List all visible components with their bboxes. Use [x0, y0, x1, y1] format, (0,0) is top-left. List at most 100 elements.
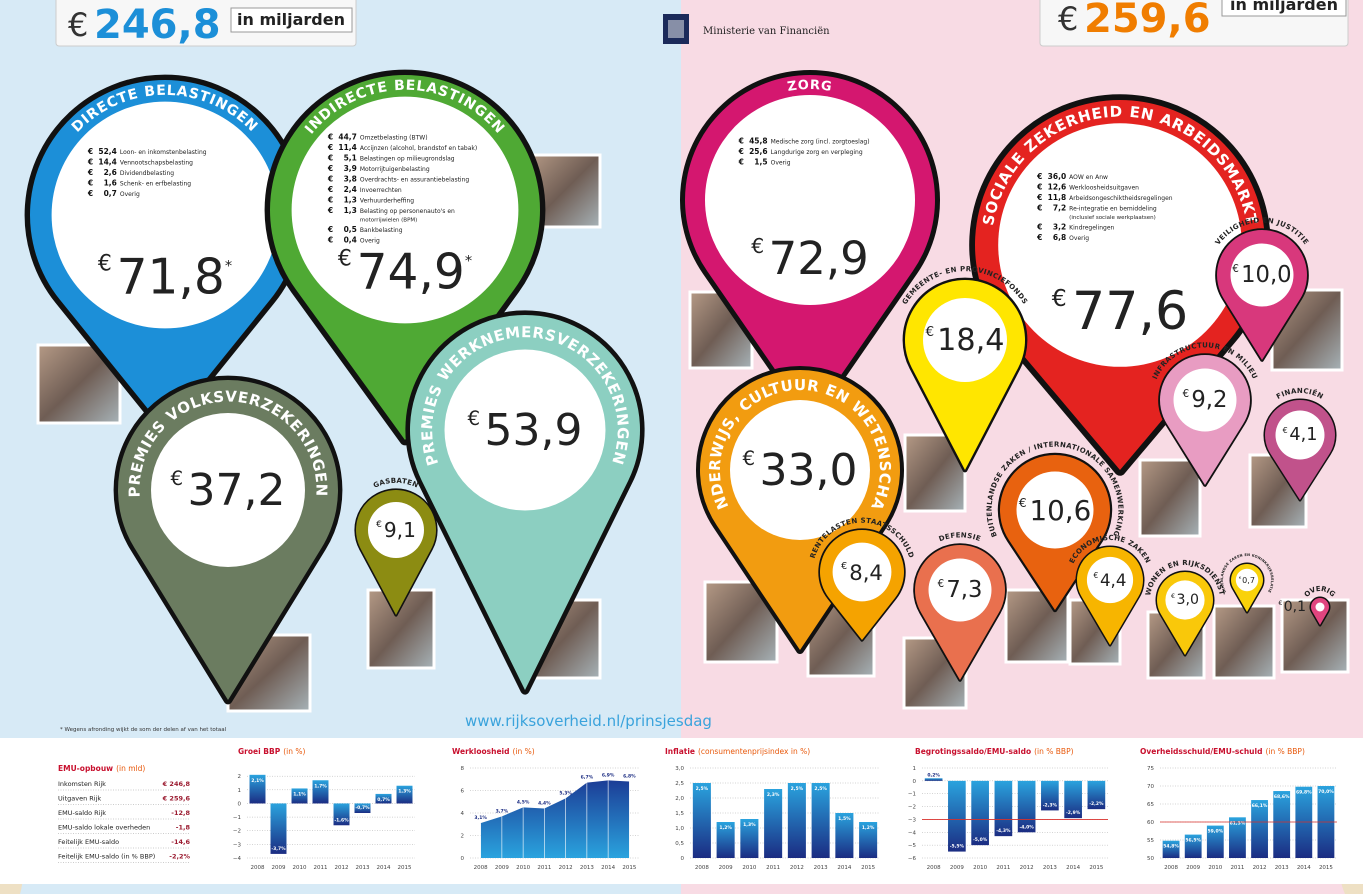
value-label: -3,7%	[271, 846, 286, 852]
item-currency: €	[327, 185, 333, 194]
value-label: 54,8%	[1163, 844, 1179, 850]
income-total: 246,8	[94, 2, 221, 48]
item-amount: 44,7	[338, 133, 357, 142]
value-label: 66,1%	[1252, 803, 1268, 809]
value-label: -5,0%	[973, 837, 988, 843]
item-detail: (inclusief sociale werkplaatsen)	[1069, 215, 1156, 221]
item-currency: €	[87, 157, 93, 166]
value-label: 0,2%	[927, 772, 940, 778]
y-tick-label: −4	[908, 830, 917, 836]
emu-row-value: -12,8	[171, 809, 190, 817]
y-tick-label: 0	[681, 856, 685, 862]
footnote: * Wegens afronding wijkt de som der dele…	[60, 727, 227, 733]
item-currency: €	[738, 147, 744, 156]
item-amount: 45,8	[749, 136, 768, 145]
pin-value: €0,7	[1239, 576, 1255, 585]
item-amount: 3,8	[344, 175, 357, 184]
item-currency: €	[327, 236, 333, 245]
value-label: 70,0%	[1318, 789, 1334, 795]
x-tick-label: 2008	[474, 865, 488, 871]
currency: €	[1052, 284, 1067, 312]
y-tick-label: 65	[1147, 802, 1154, 808]
y-tick-label: 50	[1147, 856, 1154, 862]
item-amount: 1,3	[344, 206, 357, 215]
value-label: -0,7%	[355, 805, 370, 811]
currency: €	[1278, 600, 1282, 607]
item-amount: 1,6	[104, 178, 117, 187]
x-tick-label: 2013	[580, 865, 594, 871]
item-amount: 2,4	[344, 185, 357, 194]
value-label: 1,2%	[862, 825, 875, 831]
pin-amount: 10,0	[1241, 262, 1291, 288]
url[interactable]: www.rijksoverheid.nl/prinsjesdag	[465, 712, 712, 730]
item-amount: 7,2	[1053, 204, 1066, 213]
y-tick-label: −4	[233, 856, 242, 862]
x-tick-label: 2010	[973, 865, 987, 871]
item-currency: €	[738, 157, 744, 166]
currency: €	[1094, 571, 1099, 580]
x-tick-label: 2010	[293, 865, 307, 871]
x-tick-label: 2010	[742, 865, 756, 871]
y-tick-label: 70	[1147, 784, 1154, 790]
value-label: 6,7%	[581, 775, 594, 781]
x-tick-label: 2011	[537, 865, 551, 871]
expense-total: 259,6	[1084, 0, 1211, 42]
item-amount: 0,7	[104, 189, 117, 198]
value-label: 0,7%	[377, 797, 390, 803]
item-currency: €	[1036, 204, 1042, 213]
y-tick-label: 1	[238, 788, 242, 794]
bar	[812, 783, 830, 858]
pin-value: €72,9	[751, 231, 869, 284]
value-label: -4,0%	[1019, 824, 1034, 830]
currency: €	[376, 520, 382, 530]
bar	[693, 783, 711, 858]
emu-row-value: -1,8	[176, 824, 191, 832]
value-label: 2,1%	[251, 778, 264, 784]
y-tick-label: 0,5	[675, 841, 684, 847]
value-label: -2,9%	[1066, 810, 1081, 816]
item-amount: 14,4	[98, 157, 117, 166]
x-tick-label: 2014	[837, 865, 851, 871]
item-amount: 0,4	[344, 236, 357, 245]
x-tick-label: 2009	[272, 865, 286, 871]
item-label: Schenk- en erfbelasting	[120, 180, 191, 187]
item-label: AOW en Anw	[1069, 174, 1108, 181]
y-tick-label: 0	[913, 779, 917, 785]
value-label: 1,5%	[838, 816, 851, 822]
bar	[995, 781, 1013, 836]
y-tick-label: −2	[233, 829, 241, 835]
item-amount: 5,1	[344, 154, 357, 163]
item-amount: 1,5	[754, 157, 767, 166]
item-currency: €	[1036, 172, 1042, 181]
item-label: Belastingen op milieugrondslag	[360, 156, 455, 163]
item-label: Re-integratie en bemiddeling	[1069, 206, 1157, 213]
item-label: Overdrachts- en assurantiebelasting	[360, 177, 470, 184]
item-amount: 1,3	[344, 196, 357, 205]
chart-title-note: (in %)	[512, 747, 534, 756]
item-label: Verhuurderheffing	[360, 198, 414, 205]
currency: €	[925, 324, 934, 340]
x-tick-label: 2011	[766, 865, 780, 871]
item-currency: €	[327, 196, 333, 205]
y-tick-label: 2,0	[675, 796, 684, 802]
pin-note: *	[225, 257, 232, 274]
value-label: 2,3%	[767, 792, 780, 798]
currency: €	[751, 234, 764, 258]
pin-amount: 9,2	[1191, 387, 1227, 413]
item-amount: 2,6	[104, 168, 117, 177]
pin-amount: 37,2	[188, 465, 286, 516]
x-tick-label: 2010	[1208, 865, 1222, 871]
chart-title-text: Werkloosheid	[452, 747, 509, 756]
x-tick-label: 2008	[927, 865, 941, 871]
pin-value: €37,2	[171, 465, 286, 516]
chart-title-note: (in %)	[283, 747, 305, 756]
y-tick-label: 6	[461, 789, 465, 795]
currency: €	[171, 467, 184, 490]
pin-value: €10,6	[1019, 494, 1091, 527]
item-currency: €	[327, 133, 333, 142]
value-label: 2,5%	[696, 786, 709, 792]
item-label: Overig	[120, 191, 140, 198]
item-label: Kindregelingen	[1069, 225, 1114, 232]
x-tick-label: 2014	[1297, 865, 1311, 871]
value-label: 5,3%	[559, 790, 572, 796]
